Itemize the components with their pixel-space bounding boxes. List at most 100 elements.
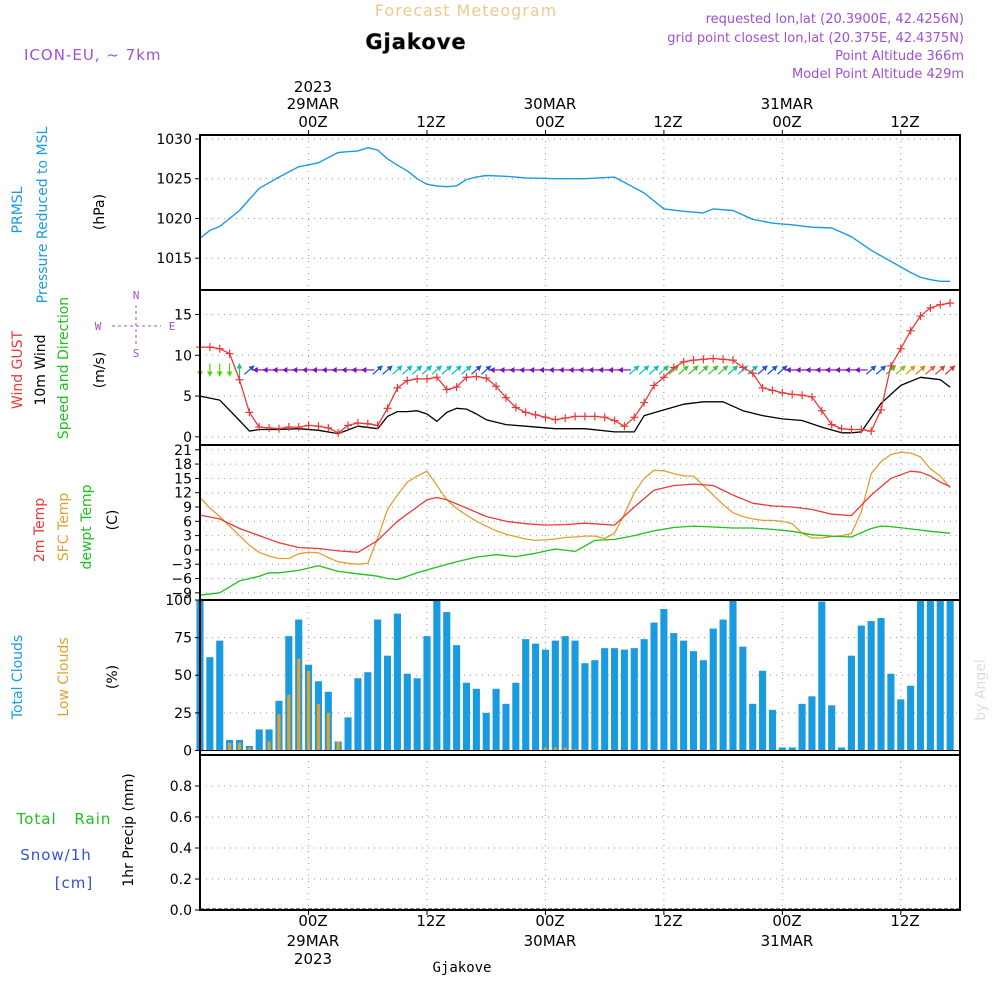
wind-arrow-head bbox=[712, 365, 719, 372]
wind-arrow-head bbox=[692, 365, 699, 372]
wind-arrow-head bbox=[844, 366, 850, 373]
compass-w: W bbox=[95, 320, 102, 333]
temp2m-line bbox=[199, 470, 951, 553]
wind-arrow-head bbox=[702, 365, 709, 372]
top-date-31: 31MAR bbox=[761, 95, 814, 113]
low-cloud-bar bbox=[563, 747, 567, 751]
clouds-ytick-label: 100 bbox=[165, 593, 192, 609]
dewpt-label: dewpt Temp bbox=[79, 484, 95, 569]
wind-unit: (m/s) bbox=[92, 352, 108, 389]
pressure-frame bbox=[199, 134, 961, 291]
low-cloud-bar bbox=[277, 714, 281, 751]
total-cloud-bar bbox=[532, 643, 540, 751]
low-cloud-bar bbox=[573, 748, 577, 751]
clouds-ytick-label: 25 bbox=[174, 706, 192, 722]
wind-arrow-head bbox=[206, 371, 213, 377]
low-cloud-bar bbox=[326, 712, 330, 751]
wind-arrow-head bbox=[465, 365, 472, 372]
wind-ytick-label: 10 bbox=[174, 348, 192, 364]
bottom-date-31: 31MAR bbox=[761, 932, 814, 950]
total-cloud-bar bbox=[581, 663, 589, 751]
total-cloud-bar bbox=[383, 655, 392, 751]
total-cloud-bar bbox=[265, 729, 273, 751]
total-cloud-bar bbox=[374, 619, 382, 751]
clouds-ytick-label: 50 bbox=[174, 668, 192, 684]
compass-s: S bbox=[133, 347, 140, 360]
bottom-hour-4: 12Z bbox=[653, 912, 682, 930]
low-cloud-bar bbox=[543, 747, 548, 751]
wind-arrow-head bbox=[475, 365, 482, 372]
pressure-unit: (hPa) bbox=[92, 194, 108, 230]
wind-arrow-head bbox=[311, 366, 317, 373]
wind-arrow-head bbox=[396, 365, 403, 372]
top-hour-6: 12Z bbox=[890, 113, 919, 131]
pressure-ytick-label: 1030 bbox=[156, 132, 192, 148]
total-cloud-bar bbox=[897, 699, 905, 751]
total-cloud-bar bbox=[759, 670, 767, 751]
wind-arrow-head bbox=[455, 365, 462, 372]
wind-arrow-head bbox=[815, 366, 821, 373]
wind-arrow-head bbox=[771, 365, 778, 372]
top-hour-5: 00Z bbox=[772, 113, 801, 131]
precipitation-ytick-label: 0.8 bbox=[170, 779, 192, 795]
clouds-unit: (%) bbox=[105, 665, 121, 689]
pressure-ytick-label: 1025 bbox=[156, 172, 192, 188]
low-cloud-bar bbox=[247, 747, 251, 751]
product-title: Forecast Meteogram bbox=[375, 1, 557, 20]
temp2m-label: 2m Temp bbox=[32, 498, 48, 562]
wind-frame bbox=[199, 289, 961, 446]
wind-arrow-head bbox=[331, 366, 337, 373]
wind-arrow-head bbox=[436, 365, 442, 372]
top-hour-4: 12Z bbox=[653, 113, 682, 131]
compass-n: N bbox=[133, 289, 140, 302]
wind-arrow-head bbox=[795, 366, 801, 373]
wind-arrow-head bbox=[292, 366, 298, 373]
top-year-label: 2023 bbox=[294, 78, 332, 96]
total-cloud-bar bbox=[699, 660, 707, 751]
wind-arrow-head bbox=[519, 366, 525, 373]
wind-arrow-head bbox=[236, 363, 243, 369]
temperature-ytick-label: −9 bbox=[171, 586, 192, 602]
temperature-ytick-label: −3 bbox=[171, 557, 192, 573]
total-cloud-bar bbox=[808, 696, 816, 751]
total-cloud-bar bbox=[788, 747, 796, 751]
total-cloud-bar bbox=[936, 600, 944, 751]
wind-arrow-head bbox=[426, 365, 432, 372]
total-cloud-bar bbox=[433, 600, 441, 751]
bottom-hour-1: 00Z bbox=[298, 912, 327, 930]
pressure-label-1: PRMSL bbox=[10, 186, 26, 233]
precipitation-ytick-label: 0.2 bbox=[170, 872, 192, 888]
dewpt-line bbox=[199, 525, 951, 596]
temp-unit: (C) bbox=[105, 510, 121, 531]
total-cloud-bar bbox=[640, 639, 648, 751]
wind-arrow-head bbox=[785, 366, 791, 373]
wind-arrow-head bbox=[939, 365, 946, 372]
wind-arrow-head bbox=[252, 366, 258, 373]
wind-arrow-head bbox=[608, 366, 614, 373]
bottom-hour-5: 00Z bbox=[772, 912, 801, 930]
low-cloud-bar bbox=[553, 747, 557, 751]
total-cloud-bar bbox=[364, 672, 372, 751]
wind-arrow-head bbox=[722, 365, 728, 372]
total-cloud-bar bbox=[512, 682, 520, 751]
total-cloud-bar bbox=[778, 747, 786, 751]
bottom-date-29: 29MAR bbox=[287, 932, 340, 950]
total-cloud-bar bbox=[462, 682, 471, 751]
low-cloud-bar bbox=[306, 670, 311, 751]
wind-ytick-label: 15 bbox=[174, 307, 192, 323]
total-cloud-bar bbox=[472, 688, 480, 751]
total-cloud-bar bbox=[680, 640, 688, 751]
total-cloud-bar bbox=[828, 705, 836, 751]
bottom-hour-3: 00Z bbox=[535, 912, 564, 930]
bottom-date-30: 30MAR bbox=[524, 932, 577, 950]
compass-e: E bbox=[169, 320, 176, 333]
wind-arrow-head bbox=[929, 365, 936, 372]
wind-arrow-head bbox=[949, 365, 956, 372]
wind-arrow-head bbox=[854, 366, 860, 373]
model-altitude: Model Point Altitude 429m bbox=[792, 67, 964, 82]
wind-speed-line bbox=[199, 376, 951, 435]
wind-arrow-head bbox=[682, 365, 689, 372]
wind-arrow-head bbox=[919, 365, 926, 372]
pressure-ytick-label: 1015 bbox=[156, 251, 192, 267]
